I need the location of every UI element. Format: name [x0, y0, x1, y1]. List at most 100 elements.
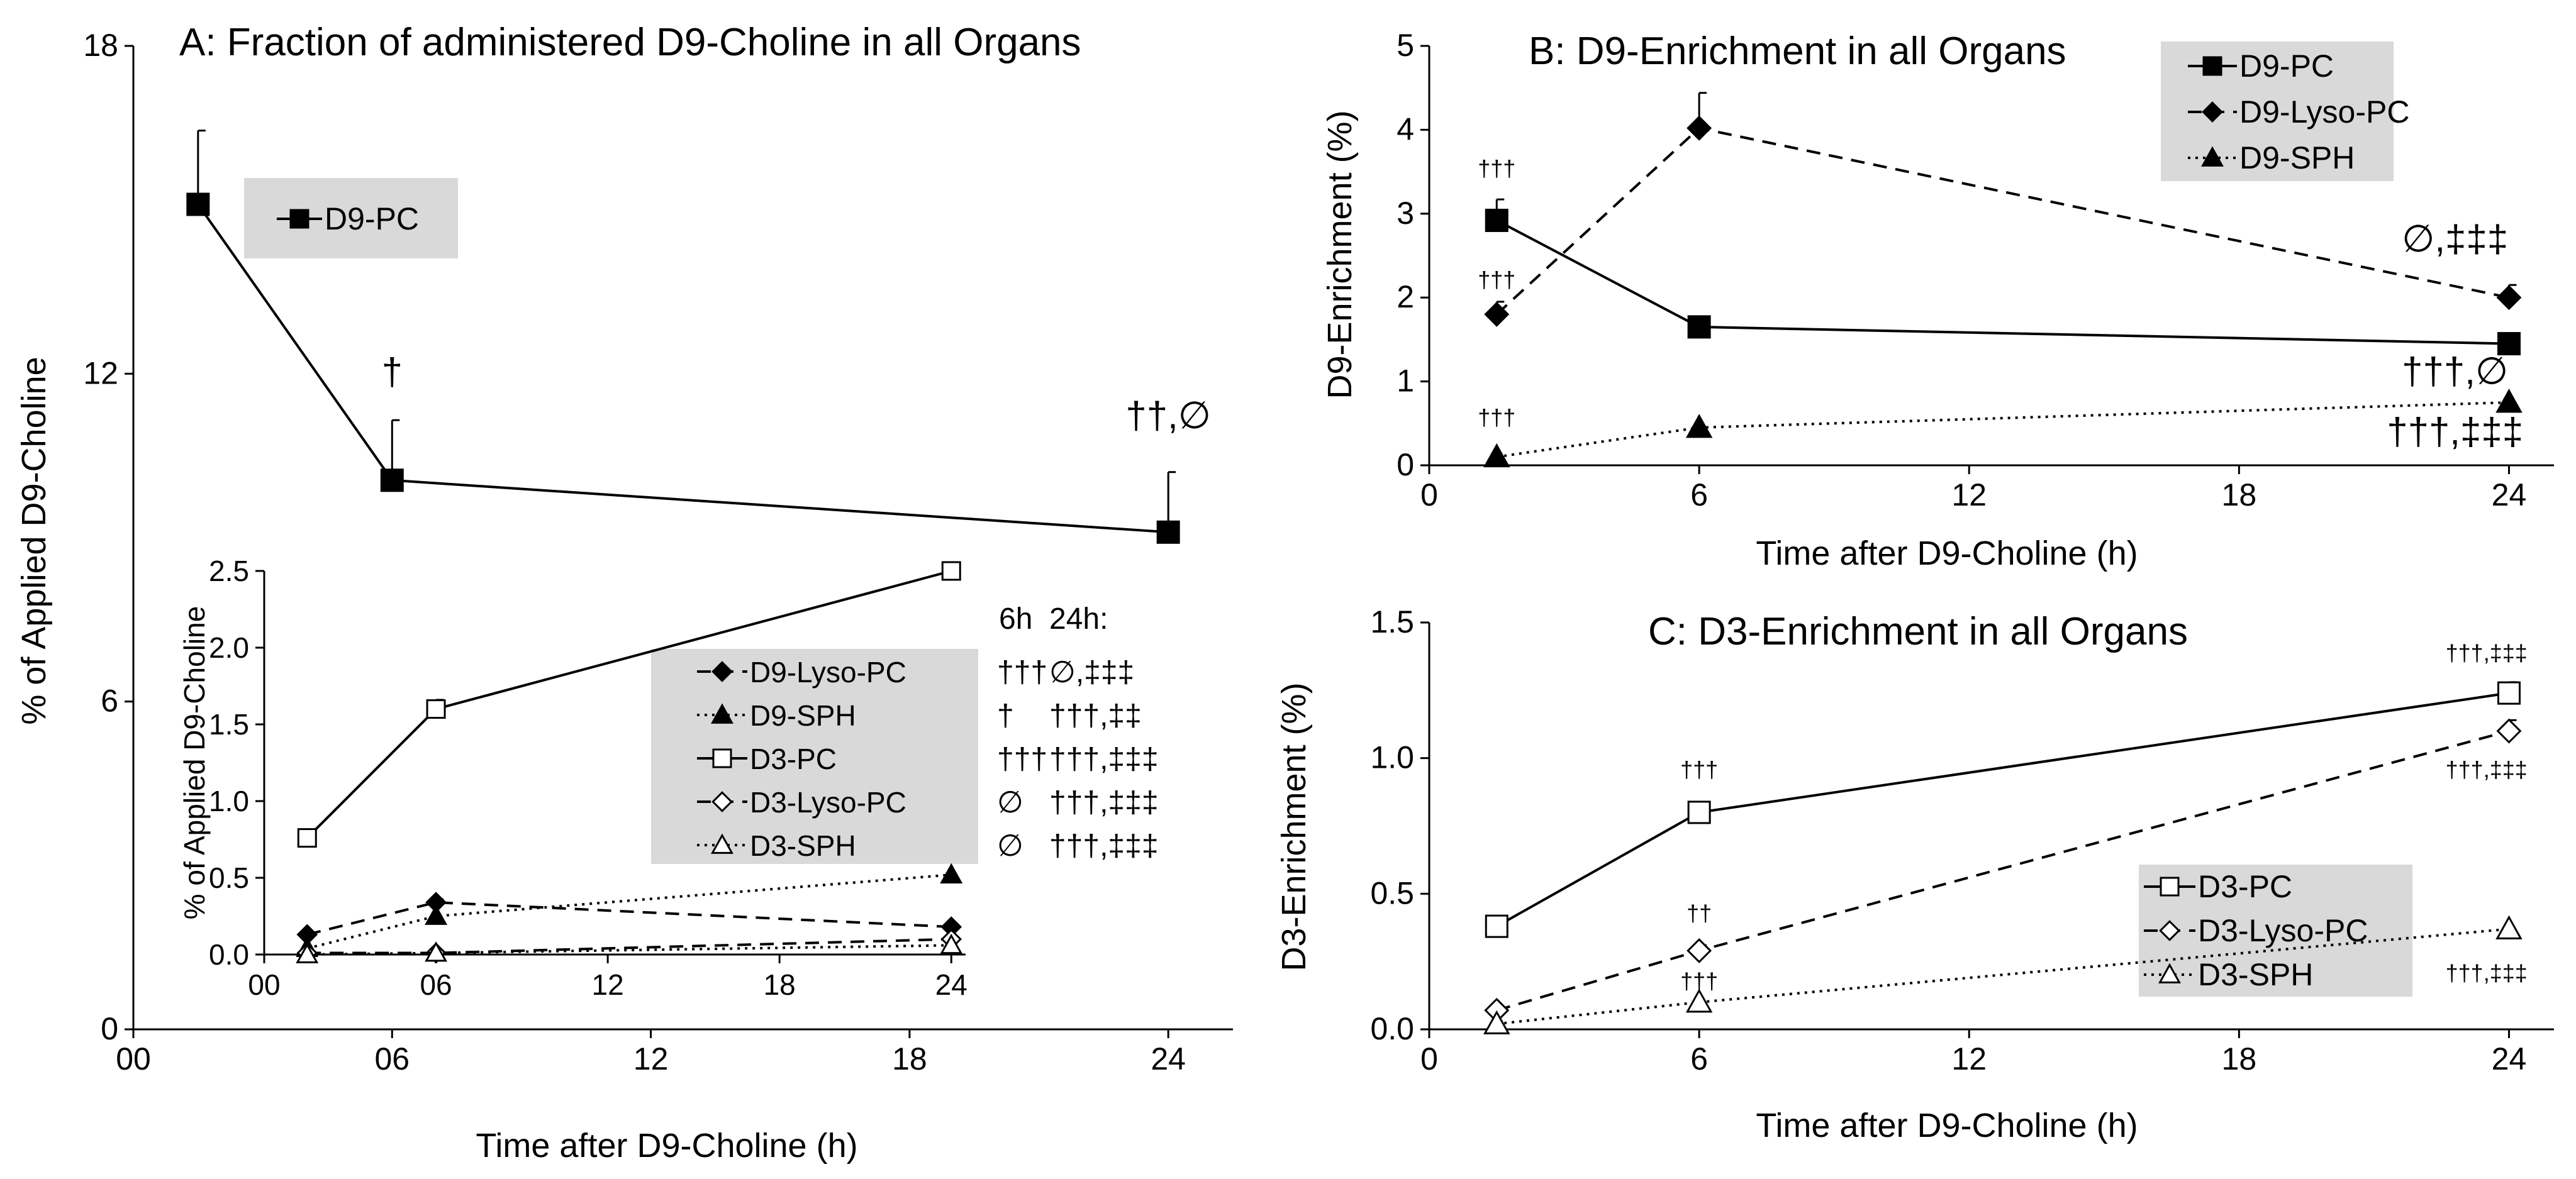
panel-a-inset-series-4-point: [940, 933, 963, 955]
panel-a-inset-series-1-line: [306, 873, 952, 950]
panel-b-legend-2-label: D9-SPH: [2239, 140, 2355, 175]
panel-b-annotation: †††: [1478, 155, 1515, 181]
panel-b-series-1-point: [1687, 115, 1712, 141]
panel-a-inset-y-tick-label: 1.0: [209, 785, 249, 817]
panel-b-annotation: †††: [1478, 267, 1515, 292]
panel-a-inset-sig-6h: †: [997, 699, 1014, 733]
panel-c-y-tick-label: 0.0: [1370, 1011, 1414, 1046]
panel-a-inset-legend-1-swatch-marker: [711, 703, 733, 724]
panel-a-x-tick-label: 12: [633, 1041, 669, 1077]
panel-b-series-1-point: [1484, 301, 1510, 327]
panel-b-series-0-line: [1496, 219, 2509, 345]
panel-b-series-0-point: [1687, 315, 1711, 339]
panel-a-inset-legend-0-swatch-marker: [711, 661, 733, 682]
panel-b-x-tick-label: 18: [2222, 477, 2257, 512]
panel-a-title: A: Fraction of administered D9-Choline i…: [179, 21, 1081, 64]
panel-a-inset-y-tick-label: 1.5: [209, 708, 249, 741]
panel-b-y-tick-label: 5: [1397, 28, 1414, 63]
panel-c-series-2-point: [1685, 988, 1713, 1013]
panel-b-annotation: ∅,‡‡‡: [2402, 218, 2508, 260]
panel-b-series-2-point: [2495, 389, 2523, 413]
panel-c-x-tick-label: 18: [2222, 1041, 2257, 1077]
panel-b-legend: D9-PC D9-Lyso-PC D9-SPH: [2161, 42, 2409, 181]
panel-c-annotation: †††: [1680, 756, 1718, 782]
panel-b-series-2-line: [1496, 401, 2509, 458]
panel-b-y-axis-title: D9-Enrichment (%): [1321, 110, 1359, 399]
panel-c-annotation: †††,‡‡‡: [2446, 756, 2528, 782]
panel-c-title: C: D3-Enrichment in all Organs: [1648, 610, 2188, 653]
panel-b-y-tick-label: 4: [1397, 111, 1414, 147]
panel-a-x-axis-title: Time after D9-Choline (h): [476, 1127, 857, 1165]
panel-a-inset-legend-2-swatch-marker: [712, 748, 732, 768]
panel-c-x-tick-label: 6: [1690, 1041, 1708, 1077]
panel-a-inset-legend-4-label: D3-SPH: [750, 829, 856, 862]
panel-a-inset-legend-2-label: D3-PC: [750, 743, 837, 775]
panel-a-inset-legend-box: [651, 649, 978, 864]
panel-b-series-2-point: [1483, 443, 1510, 468]
panel-a-inset-series-4-point: [296, 943, 319, 963]
panel-a-y-tick-label: 6: [101, 684, 118, 719]
panel-a-x-tick-label: 24: [1151, 1041, 1186, 1077]
panel-a-inset-legend-3-swatch-marker: [711, 791, 733, 812]
panel-b-legend-1-swatch-marker: [2202, 101, 2223, 123]
panel-c-series-1-point: [1687, 938, 1712, 963]
panel-a-annotation: †: [382, 351, 403, 393]
panel-c-y-axis-title: D3-Enrichment (%): [1275, 682, 1313, 971]
panel-b-y-tick-label: 1: [1397, 363, 1414, 399]
panel-c-legend-2-label: D3-SPH: [2198, 957, 2313, 992]
panel-a-inset-series-2-point: [941, 561, 961, 581]
panel-a-inset-legend: D9-Lyso-PC D9-SPH D3-PC D3-Lyso-PC D3-SPH: [651, 649, 978, 864]
panel-b-legend-2-swatch-marker: [2201, 146, 2224, 167]
panel-c-chart: 0.0 0.5 1.0 1.5 0 6 12 18 24 Time after D9-Cholin…: [1275, 604, 2554, 1144]
panel-a-x-tick-label: 00: [116, 1041, 151, 1077]
panel-b-x-tick-label: 6: [1690, 477, 1708, 512]
panel-a-inset-sig-header-6h: 6h: [999, 602, 1032, 636]
panel-c-x-tick-label: 24: [2492, 1041, 2527, 1077]
panel-b-title: B: D9-Enrichment in all Organs: [1529, 30, 2066, 73]
panel-a-inset-series-2-point: [297, 828, 317, 848]
panel-c-annotation: ††: [1687, 900, 1712, 926]
panel-a-inset-chart: 0.0 0.5 1.0 1.5 2.0 2.5 00 06 12 18 24 % of Applied…: [178, 555, 1159, 1001]
panel-b-annotation: †††,∅: [2402, 350, 2508, 392]
panel-a-inset-series-0-line: [306, 901, 952, 936]
panel-b-legend-1-label: D9-Lyso-PC: [2239, 94, 2409, 130]
panel-a-inset-x-tick-label: 12: [592, 968, 624, 1001]
panel-a-inset-y-axis-title: % of Applied D9-Choline: [178, 606, 211, 920]
panel-a-inset-y-tick-label: 2.0: [209, 631, 249, 664]
panel-b-y-tick-label: 0: [1397, 447, 1414, 482]
panel-b-annotation: †††: [1478, 404, 1515, 430]
panel-b-annotation: †††,‡‡‡: [2387, 411, 2523, 453]
panel-c-y-tick-label: 1.5: [1370, 604, 1414, 639]
panel-c-series-0-point: [1687, 800, 1711, 824]
panel-c-legend-0-swatch-marker: [2160, 877, 2180, 897]
panel-b-legend-0-label: D9-PC: [2239, 48, 2334, 84]
panel-c-series-0-point: [2497, 681, 2521, 705]
panel-a-inset-series-4-point: [425, 941, 448, 962]
panel-b-x-tick-label: 0: [1420, 477, 1438, 512]
panel-c-x-tick-label: 0: [1420, 1041, 1438, 1077]
panel-b-series-0-point: [1485, 208, 1508, 232]
panel-b-series-2-point: [1685, 414, 1713, 438]
panel-a-legend-d9-pc-swatch-marker: [289, 209, 309, 229]
panel-a-inset-sig-header-24h: 24h:: [1049, 602, 1108, 636]
panel-a-inset-sig-24h: †††,‡‡‡: [1049, 786, 1159, 819]
panel-a-y-tick-label: 0: [101, 1011, 118, 1046]
panel-c-x-tick-label: 12: [1951, 1041, 1987, 1077]
panel-a-inset-series-1-point: [940, 863, 963, 883]
panel-a-inset-sig-6h: ∅: [997, 786, 1023, 819]
panel-c-annotation: †††: [1680, 968, 1718, 994]
panel-a-inset-sig-6h: †††: [997, 743, 1047, 776]
panel-c-x-axis-title: Time after D9-Choline (h): [1756, 1107, 2138, 1144]
panel-a-d9-pc-point: [186, 192, 210, 216]
panel-a-inset-series-3-line: [307, 938, 952, 955]
panel-a-inset-legend-1-label: D9-SPH: [750, 699, 856, 732]
panel-a-x-tick-label: 06: [374, 1041, 410, 1077]
panel-c-series-2-point: [2495, 915, 2523, 939]
panel-b-series-0-point: [2497, 332, 2521, 356]
panel-a-inset-y-tick-label: 2.5: [209, 555, 249, 587]
panel-a-inset-sig-24h: †††,‡‡: [1049, 699, 1142, 733]
panel-b-x-tick-label: 24: [2492, 477, 2527, 512]
panel-c-series-1-point: [2496, 718, 2522, 744]
